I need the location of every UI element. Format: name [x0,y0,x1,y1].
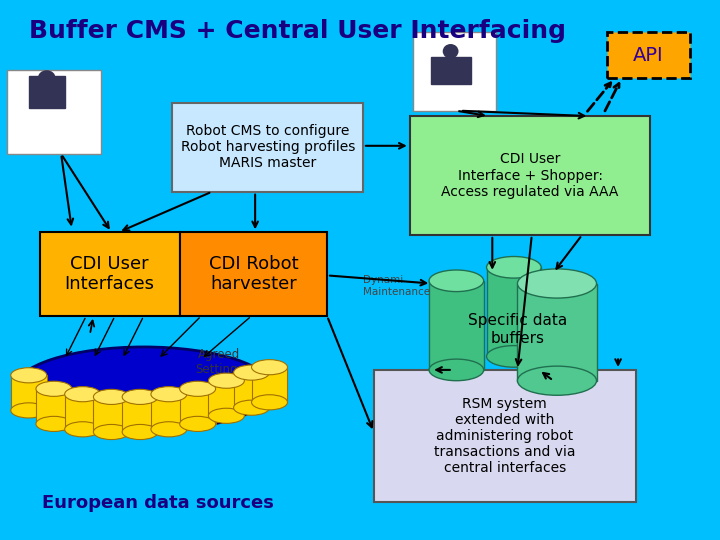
Ellipse shape [94,424,130,440]
Text: CDI Robot
harvester: CDI Robot harvester [209,255,298,293]
Polygon shape [487,267,541,356]
Text: CDI User
Interfaces: CDI User Interfaces [65,255,155,293]
Text: Specific data
buffers: Specific data buffers [468,313,567,346]
Ellipse shape [94,389,130,404]
Ellipse shape [487,346,541,367]
Ellipse shape [151,422,187,437]
Polygon shape [251,367,287,402]
Ellipse shape [151,387,187,402]
Ellipse shape [65,422,101,437]
Ellipse shape [11,368,47,383]
Ellipse shape [208,373,244,388]
FancyBboxPatch shape [40,232,180,316]
Ellipse shape [36,416,72,431]
Polygon shape [11,375,47,410]
FancyBboxPatch shape [173,103,363,192]
FancyBboxPatch shape [7,70,101,154]
Ellipse shape [251,360,287,375]
Polygon shape [36,389,72,424]
Polygon shape [233,373,269,408]
Ellipse shape [518,366,596,395]
Ellipse shape [251,395,287,410]
Text: CDI User
Interface + Shopper:
Access regulated via AAA: CDI User Interface + Shopper: Access reg… [441,152,618,199]
Polygon shape [431,57,471,84]
Polygon shape [208,381,244,416]
FancyBboxPatch shape [410,116,650,235]
Ellipse shape [180,381,215,396]
Text: Agreed
Settings: Agreed Settings [195,348,243,376]
Polygon shape [429,281,484,370]
Ellipse shape [180,416,215,431]
Ellipse shape [233,365,269,380]
Ellipse shape [518,269,596,298]
Ellipse shape [14,347,273,431]
Ellipse shape [37,70,55,86]
Ellipse shape [443,44,459,59]
FancyBboxPatch shape [180,232,327,316]
Text: Robot CMS to configure
Robot harvesting profiles
MARIS master: Robot CMS to configure Robot harvesting … [181,124,355,170]
Polygon shape [518,284,596,381]
Ellipse shape [233,400,269,415]
Ellipse shape [429,270,484,292]
Polygon shape [94,397,130,432]
Ellipse shape [487,256,541,278]
Ellipse shape [122,389,158,404]
Ellipse shape [429,359,484,381]
Polygon shape [151,394,187,429]
Text: Buffer CMS + Central User Interfacing: Buffer CMS + Central User Interfacing [29,19,566,43]
Ellipse shape [122,424,158,440]
Polygon shape [122,397,158,432]
Text: European data sources: European data sources [42,494,274,512]
FancyBboxPatch shape [413,32,496,111]
Ellipse shape [11,403,47,418]
Text: API: API [634,46,664,65]
Polygon shape [29,76,65,108]
Ellipse shape [36,381,72,396]
FancyBboxPatch shape [607,32,690,78]
Ellipse shape [65,387,101,402]
Text: Dynami
Maintenance: Dynami Maintenance [363,275,430,297]
Polygon shape [65,394,101,429]
FancyBboxPatch shape [374,370,636,502]
Ellipse shape [208,408,244,423]
Text: RSM system
extended with
administering robot
transactions and via
central interf: RSM system extended with administering r… [434,397,575,475]
Polygon shape [180,389,215,424]
